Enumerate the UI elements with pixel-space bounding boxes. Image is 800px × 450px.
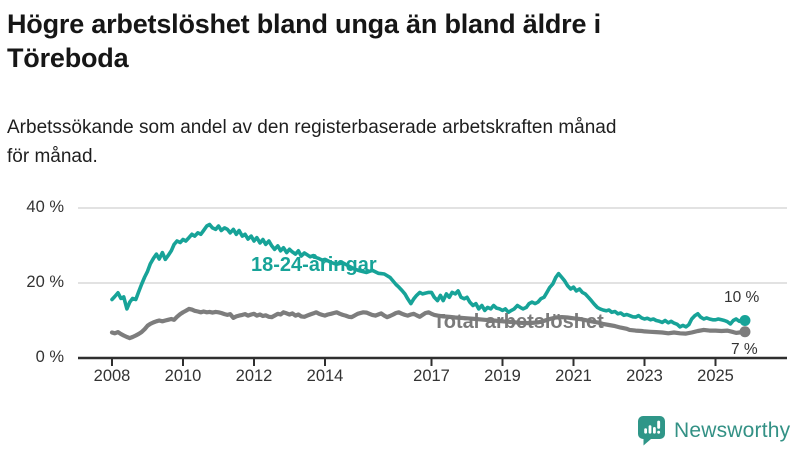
title-line-1: Högre arbetslöshet bland unga än bland ä… [7, 9, 601, 39]
x-tick-label: 2012 [235, 367, 273, 385]
end-value-label-total: 7 % [731, 341, 758, 358]
x-tick-label: 2014 [306, 367, 344, 385]
series-label-young: 18-24-åringar [251, 254, 377, 276]
subtitle-line-1: Arbetssökande som andel av den registerb… [7, 117, 617, 138]
end-dot-total [739, 326, 751, 338]
series-line-young [110, 222, 747, 329]
end-dot-young [739, 315, 751, 326]
subtitle-line-2: för månad. [7, 146, 98, 167]
page-title: Högre arbetslöshet bland unga än bland ä… [7, 7, 601, 75]
newsworthy-logo[interactable]: Newsworthy [637, 415, 790, 446]
title-line-2: Töreboda [7, 43, 129, 73]
x-tick-label: 2019 [484, 367, 521, 385]
x-tick-label: 2010 [164, 367, 202, 385]
y-tick-label: 20 % [26, 273, 64, 291]
end-value-label-young: 10 % [724, 289, 760, 306]
series-line-total [109, 306, 748, 341]
newsworthy-logo-text: Newsworthy [674, 418, 791, 442]
x-tick-label: 2008 [93, 367, 131, 385]
x-tick-label: 2021 [555, 367, 592, 385]
series-label-total: Total arbetslöshet [433, 311, 604, 333]
chart-subtitle: Arbetssökande som andel av den registerb… [7, 113, 616, 171]
bar-chart-speech-bubble-icon [638, 416, 665, 446]
y-tick-label: 0 % [35, 348, 64, 366]
x-tick-label: 2023 [626, 367, 663, 385]
y-tick-label: 40 % [26, 198, 64, 216]
x-tick-label: 2025 [697, 367, 734, 385]
x-tick-label: 2017 [413, 367, 450, 385]
